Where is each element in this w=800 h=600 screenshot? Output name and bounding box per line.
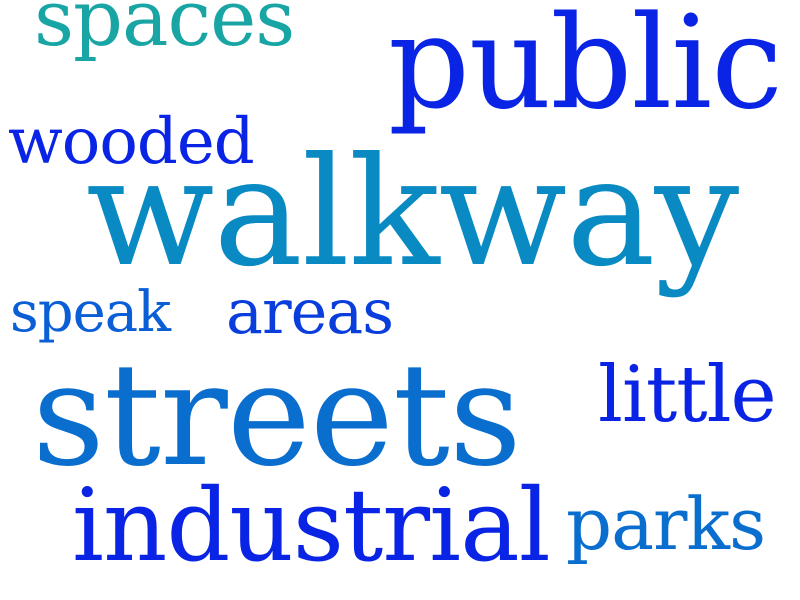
word-speak: speak — [10, 280, 171, 345]
word-wooded: wooded — [8, 105, 255, 179]
word-streets: streets — [32, 333, 522, 498]
word-little: little — [598, 350, 777, 440]
word-parks: parks — [566, 482, 766, 566]
word-spaces: spaces — [34, 0, 295, 64]
word-public: public — [388, 0, 783, 138]
word-areas: areas — [226, 275, 394, 348]
word-industrial: industrial — [72, 467, 551, 584]
word-walkway: walkway — [86, 126, 739, 300]
